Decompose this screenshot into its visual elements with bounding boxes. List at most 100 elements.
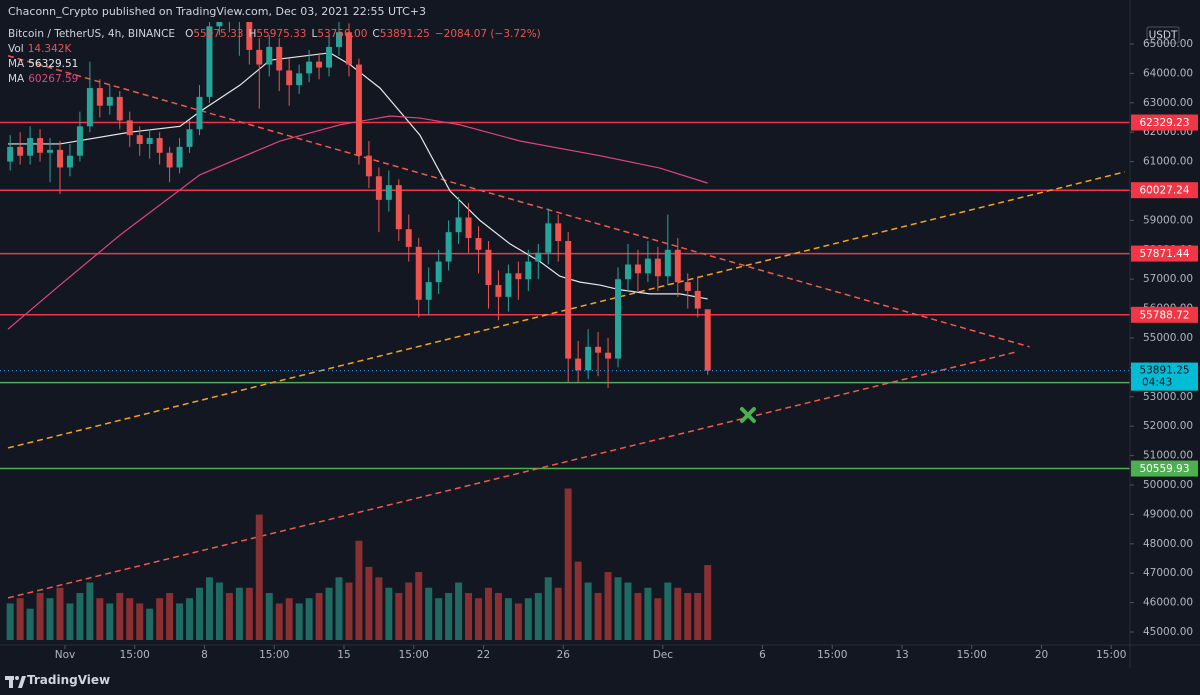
volume-bar bbox=[375, 577, 383, 640]
volume-bar bbox=[86, 582, 94, 640]
axes: USDT 45000.00 46000.00 47000.00 48000.00 490… bbox=[0, 0, 1200, 668]
candle-body bbox=[445, 232, 452, 262]
volume-bar bbox=[265, 592, 273, 640]
volume-bar bbox=[554, 587, 562, 640]
candle-body bbox=[306, 61, 313, 74]
y-tick-label: 65000.00 bbox=[1143, 38, 1193, 50]
candle-body bbox=[545, 223, 552, 253]
candle-body bbox=[76, 126, 83, 156]
volume-bar bbox=[684, 592, 692, 640]
volume-bar bbox=[624, 582, 632, 640]
candle-body bbox=[644, 258, 651, 274]
ohlc-value: 55975.33 bbox=[193, 28, 244, 40]
ma-value: 56329.51 bbox=[28, 58, 79, 70]
y-tick-label: 48000.00 bbox=[1143, 538, 1193, 550]
y-tick-label: 47000.00 bbox=[1143, 567, 1193, 579]
volume-bar bbox=[136, 603, 144, 640]
volume-bar bbox=[166, 592, 174, 640]
candle-body bbox=[186, 129, 193, 147]
x-tick-label: 13 bbox=[895, 649, 908, 661]
y-tick-label: 51000.00 bbox=[1143, 450, 1193, 462]
candle-body bbox=[47, 149, 54, 153]
candle-body bbox=[674, 249, 681, 283]
change: −2084.07 (−3.72%) bbox=[434, 28, 541, 40]
brand-logo bbox=[5, 676, 26, 688]
candle-body bbox=[694, 290, 701, 309]
volume-value: 14.342K bbox=[27, 43, 72, 55]
volume-bar bbox=[524, 598, 532, 640]
volume-bar bbox=[644, 587, 652, 640]
volume-bar bbox=[285, 598, 293, 640]
volume-bar bbox=[484, 587, 492, 640]
volume-bar bbox=[225, 592, 233, 640]
volume-bar bbox=[534, 592, 542, 640]
volume-bar bbox=[325, 587, 333, 640]
candle-body bbox=[27, 138, 34, 156]
candle-body bbox=[455, 217, 462, 233]
candle-body bbox=[495, 285, 502, 297]
volume-bar bbox=[604, 572, 612, 640]
candle-body bbox=[615, 279, 622, 359]
volume-bar bbox=[275, 603, 283, 640]
volume-bar bbox=[574, 561, 582, 640]
volume-bar bbox=[425, 587, 433, 640]
level-label: 62329.23 bbox=[1139, 117, 1189, 129]
candle-body bbox=[585, 346, 592, 371]
x-tick-label: Dec bbox=[653, 649, 674, 661]
x-tick-label: 15:00 bbox=[259, 649, 289, 661]
candle-body bbox=[96, 88, 103, 106]
volume-bar bbox=[504, 598, 512, 640]
volume-bar bbox=[116, 592, 124, 640]
volume-bar bbox=[126, 598, 134, 640]
last-price-label: 53891.25 bbox=[1139, 365, 1189, 377]
x-tick-label: 15:00 bbox=[399, 649, 429, 661]
candle-body bbox=[126, 120, 133, 136]
candle-body bbox=[535, 252, 542, 262]
volume-bar bbox=[435, 598, 443, 640]
x-tick-label: 26 bbox=[557, 649, 571, 661]
last-price-box bbox=[1131, 362, 1198, 391]
volume-bar bbox=[295, 603, 303, 640]
candle-body bbox=[196, 96, 203, 130]
y-tick-label: 49000.00 bbox=[1143, 508, 1193, 520]
volume-bar bbox=[614, 577, 622, 640]
level-label: 50559.93 bbox=[1139, 463, 1189, 475]
volume-bar bbox=[186, 598, 194, 640]
volume-bar bbox=[594, 592, 602, 640]
candle-body bbox=[405, 229, 412, 247]
candle-body bbox=[276, 46, 283, 71]
publisher-line: Chaconn_Crypto published on TradingView.… bbox=[8, 5, 426, 18]
candle-body bbox=[664, 249, 671, 277]
level-label-box bbox=[1131, 182, 1198, 199]
candle-body bbox=[385, 185, 392, 200]
candle-body bbox=[146, 138, 153, 144]
candle-body bbox=[86, 88, 93, 127]
trend-line bbox=[7, 55, 1030, 348]
candle-body bbox=[595, 346, 602, 353]
y-tick-label: 59000.00 bbox=[1143, 214, 1193, 226]
y-tick-label: 50000.00 bbox=[1143, 479, 1193, 491]
plot-area bbox=[0, 22, 1130, 640]
symbol-title: Bitcoin / TetherUS, 4h, BINANCE bbox=[8, 28, 176, 40]
moving-average bbox=[7, 115, 708, 330]
volume-bar bbox=[564, 488, 572, 640]
candle-body bbox=[106, 96, 113, 106]
marker-stroke bbox=[739, 406, 756, 423]
ma-name: MA bbox=[8, 58, 25, 70]
volume-bar bbox=[176, 603, 184, 640]
legend-row: Vol 14.342K bbox=[8, 42, 541, 57]
volume-bar bbox=[385, 587, 393, 640]
currency-box bbox=[1146, 26, 1180, 44]
candle-body bbox=[605, 352, 612, 359]
x-tick-label: 8 bbox=[201, 649, 208, 661]
volume-bar bbox=[56, 587, 64, 640]
y-tick-label: 57000.00 bbox=[1143, 273, 1193, 285]
volume-bar bbox=[405, 582, 413, 640]
y-tick-label: 45000.00 bbox=[1143, 626, 1193, 638]
candle-body bbox=[575, 358, 582, 371]
volume-bar bbox=[36, 592, 44, 640]
volume-bar bbox=[96, 598, 104, 640]
brand: TradingView bbox=[27, 673, 111, 687]
